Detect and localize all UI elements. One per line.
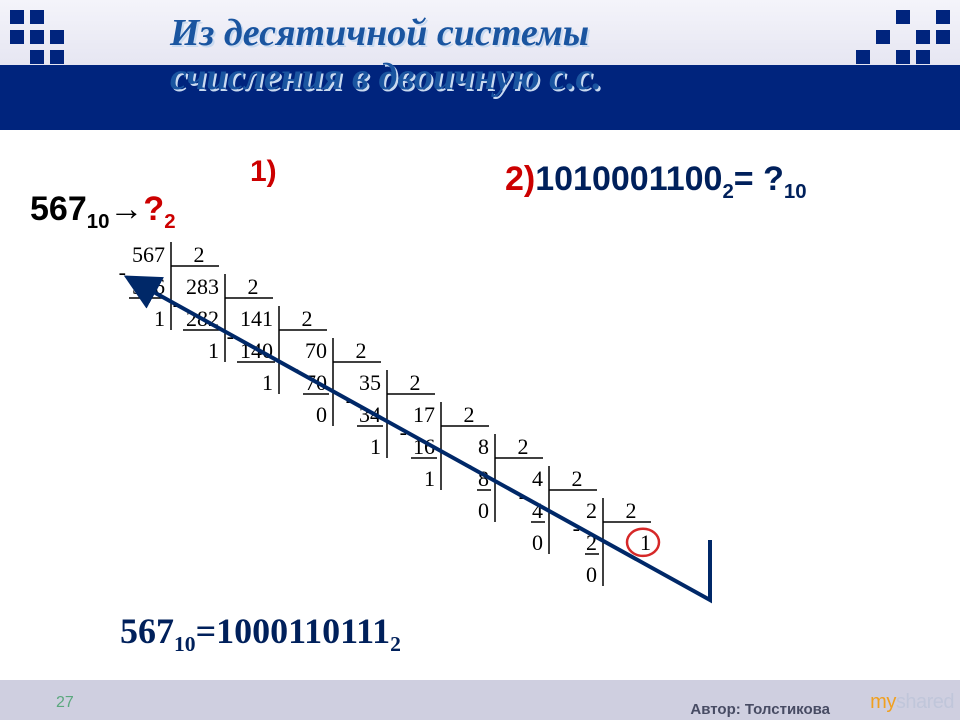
svg-text:2: 2 <box>586 498 597 523</box>
task2-prefix: 2) <box>505 160 535 198</box>
title-line-1: Из десятичной системы <box>170 12 589 54</box>
task2-num: 1010001100 <box>535 160 722 198</box>
result-rhs-num: 1000110111 <box>216 611 390 651</box>
svg-text:283: 283 <box>186 274 219 299</box>
decorative-squares-top-left <box>10 10 104 64</box>
svg-text:1: 1 <box>262 370 273 395</box>
svg-text:70: 70 <box>305 338 327 363</box>
svg-text:4: 4 <box>532 498 543 523</box>
svg-text:-: - <box>400 420 407 445</box>
svg-text:2: 2 <box>410 370 421 395</box>
svg-text:2: 2 <box>464 402 475 427</box>
division-ladder-diagram: 5672283-56612141-2821270-1401235-700217-… <box>100 230 840 630</box>
result-expression: 56710=10001101112 <box>120 610 401 657</box>
svg-text:17: 17 <box>413 402 435 427</box>
svg-text:-: - <box>519 484 526 509</box>
svg-text:16: 16 <box>413 434 435 459</box>
result-rhs-sub: 2 <box>390 632 401 656</box>
svg-text:-: - <box>173 292 180 317</box>
svg-text:1: 1 <box>370 434 381 459</box>
result-eq: = <box>196 611 217 651</box>
author-label: Автор: Толстикова <box>690 701 830 718</box>
watermark-my: my <box>870 691 896 713</box>
result-lhs-num: 567 <box>120 611 174 651</box>
task2-sub1: 2 <box>722 181 733 203</box>
svg-text:0: 0 <box>316 402 327 427</box>
svg-text:2: 2 <box>586 530 597 555</box>
svg-text:-: - <box>573 516 580 541</box>
slide: Из десятичной системы счисления в двоичн… <box>0 0 960 720</box>
svg-text:282: 282 <box>186 306 219 331</box>
svg-text:-: - <box>227 324 234 349</box>
svg-text:2: 2 <box>572 466 583 491</box>
svg-text:4: 4 <box>532 466 543 491</box>
svg-text:0: 0 <box>532 530 543 555</box>
svg-text:-: - <box>119 260 126 285</box>
svg-text:8: 8 <box>478 434 489 459</box>
result-lhs-sub: 10 <box>174 632 196 656</box>
svg-text:2: 2 <box>302 306 313 331</box>
svg-text:35: 35 <box>359 370 381 395</box>
svg-text:141: 141 <box>240 306 273 331</box>
svg-text:2: 2 <box>356 338 367 363</box>
task2-expression: 2)10100011002= ?10 <box>505 160 807 204</box>
task1-label: 1) <box>250 155 277 189</box>
title-line-2: счисления в двоичную с.с. <box>170 56 602 98</box>
slide-title: Из десятичной системы счисления в двоичн… <box>170 12 870 99</box>
svg-text:8: 8 <box>478 466 489 491</box>
svg-text:-: - <box>465 452 472 477</box>
svg-text:566: 566 <box>132 274 165 299</box>
watermark-rest: shared <box>896 691 954 713</box>
svg-text:1: 1 <box>208 338 219 363</box>
svg-text:-: - <box>346 388 353 413</box>
svg-text:1: 1 <box>640 530 651 555</box>
watermark: myshared <box>870 691 954 714</box>
task1-arrow: → <box>109 190 143 228</box>
svg-text:70: 70 <box>305 370 327 395</box>
svg-text:140: 140 <box>240 338 273 363</box>
task1-num: 567 <box>30 190 87 228</box>
svg-text:-: - <box>292 356 299 381</box>
decorative-squares-top-right <box>856 10 950 64</box>
svg-text:1: 1 <box>424 466 435 491</box>
task2-sub2: 10 <box>784 181 807 203</box>
svg-text:2: 2 <box>194 242 205 267</box>
svg-text:0: 0 <box>478 498 489 523</box>
svg-text:567: 567 <box>132 242 165 267</box>
task2-eq: = ? <box>734 160 784 198</box>
svg-text:2: 2 <box>518 434 529 459</box>
task1-question: ? <box>143 190 164 228</box>
svg-text:2: 2 <box>626 498 637 523</box>
svg-text:0: 0 <box>586 562 597 587</box>
svg-text:2: 2 <box>248 274 259 299</box>
slide-number: 27 <box>56 694 74 712</box>
task1-expression: 56710→?2 <box>30 190 176 234</box>
svg-text:34: 34 <box>359 402 381 427</box>
svg-text:1: 1 <box>154 306 165 331</box>
